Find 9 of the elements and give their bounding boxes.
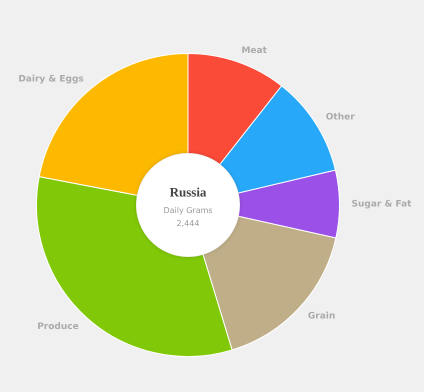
slice-label: Meat <box>241 46 268 56</box>
slice-label: Other <box>326 112 356 122</box>
text: Russia <box>170 184 207 200</box>
slice-label: Sugar & Fat <box>351 199 412 210</box>
text: 2,444 <box>176 219 200 228</box>
slice-label: Grain <box>308 312 336 322</box>
slice-label: Produce <box>37 322 79 332</box>
text: Daily Grams <box>163 206 213 216</box>
slice-label: Dairy & Eggs <box>18 74 84 84</box>
